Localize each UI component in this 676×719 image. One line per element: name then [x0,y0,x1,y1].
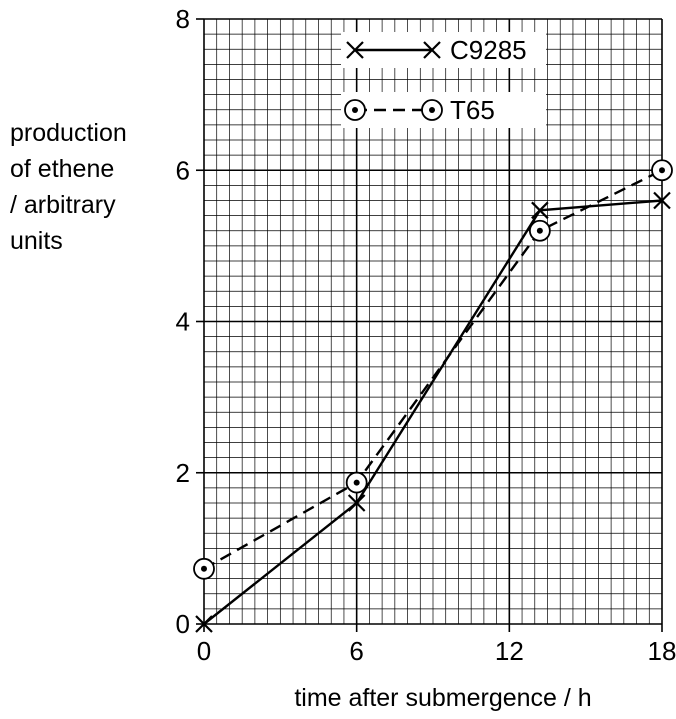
legend: C9285 T65 [341,32,546,128]
data-point-c9285 [531,201,549,220]
x-tick-label: 12 [495,636,524,666]
legend-entry-c9285: C9285 [341,32,546,68]
legend-label: T65 [450,95,495,125]
data-point-t65 [345,471,368,494]
y-tick-label: 4 [176,307,190,337]
series-layer [193,159,673,633]
tick-labels: 0 6 12 18 0 2 4 6 8 [176,4,676,666]
y-axis-label-line: / arbitrary [10,191,116,219]
data-point-t65 [528,219,551,242]
x-axis-label: time after submergence / h [294,684,591,712]
legend-marker [421,99,443,121]
legend-entry-t65: T65 [341,92,546,128]
data-point-c9285 [347,494,366,512]
legend-background [341,92,546,128]
x-tick-label: 18 [648,636,676,666]
y-axis-label-line: production [10,119,127,147]
y-axis-label-line: of ethene [10,155,114,183]
series-line-t65 [203,169,663,570]
y-axis-label-line: units [10,227,63,255]
legend-label: C9285 [450,35,527,65]
y-tick-label: 2 [176,458,190,488]
legend-marker [346,41,364,59]
x-tick-label: 0 [197,636,211,666]
y-tick-label: 6 [176,155,190,185]
y-tick-label: 0 [176,609,190,639]
axis-labels: time after submergence / h production of e… [10,119,592,712]
data-point-c9285 [653,191,671,210]
y-tick-label: 8 [176,4,190,34]
data-point-t65 [193,557,215,580]
legend-marker [344,99,366,121]
data-point-t65 [651,159,673,182]
data-point-c9285 [195,615,213,633]
x-tick-label: 6 [349,636,363,666]
legend-marker [423,41,441,59]
